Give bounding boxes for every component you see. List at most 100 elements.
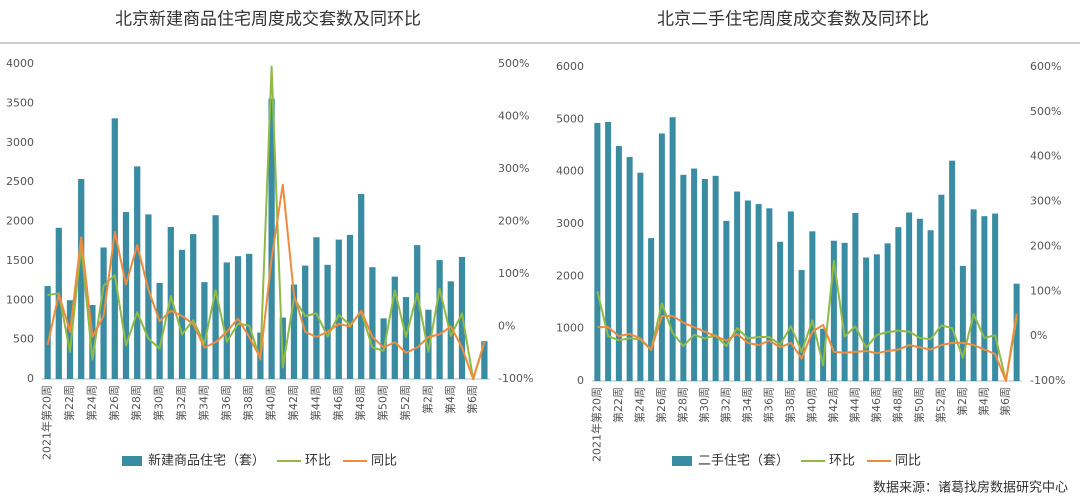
bar	[246, 253, 253, 379]
bar	[884, 243, 891, 381]
bar	[212, 215, 219, 379]
bar	[223, 262, 230, 379]
bar	[830, 240, 837, 381]
y2-tick-label: 300%	[1030, 195, 1061, 208]
bar	[949, 160, 956, 381]
bar	[55, 227, 62, 379]
bar	[66, 300, 74, 379]
bar	[723, 220, 730, 381]
bar	[787, 211, 794, 381]
bar	[302, 265, 309, 379]
y-tick-label: 500	[13, 333, 34, 346]
bar	[313, 237, 320, 379]
chart-title: 北京新建商品住宅周度成交套数及同环比	[115, 10, 421, 30]
bar	[637, 172, 644, 381]
bar	[916, 218, 923, 381]
y2-tick-label: 0%	[498, 320, 515, 333]
source-note: 数据来源：诸葛找房数据研究中心	[873, 480, 1068, 496]
y-tick-label: 5000	[556, 112, 584, 125]
x-tick-label: 第50周	[912, 387, 926, 423]
bar	[201, 282, 208, 379]
bar	[156, 282, 163, 379]
x-tick-label: 第28周	[129, 385, 143, 421]
x-tick-label: 第38周	[783, 387, 797, 423]
x-tick-label: 第34周	[196, 385, 210, 421]
bar	[481, 341, 488, 379]
bar	[798, 270, 805, 381]
y-tick-label: 3000	[6, 136, 34, 149]
legend-label: 同比	[371, 454, 397, 469]
x-tick-label: 第46周	[869, 387, 883, 423]
x-tick-label: 第22周	[62, 385, 76, 421]
x-tick-label: 第2周	[955, 387, 969, 416]
y2-tick-label: 200%	[1030, 239, 1061, 252]
x-tick-label: 第22周	[611, 387, 625, 423]
x-tick-label: 第40周	[804, 387, 818, 423]
x-tick-label: 第36周	[219, 385, 233, 421]
x-tick-label: 第40周	[264, 385, 278, 421]
x-tick-label: 第30周	[152, 385, 166, 421]
bar	[447, 281, 454, 379]
x-tick-label: 第44周	[847, 387, 861, 423]
chart-title: 北京二手住宅周度成交套数及同环比	[657, 10, 929, 30]
x-tick-label: 第52周	[398, 385, 412, 421]
y-tick-label: 2000	[6, 215, 34, 228]
x-tick-label: 第4周	[443, 385, 457, 414]
y2-tick-label: 500%	[1030, 105, 1061, 118]
x-tick-label: 第50周	[376, 385, 390, 421]
bar	[809, 231, 816, 381]
bar	[852, 213, 859, 381]
y2-tick-label: -100%	[1030, 374, 1065, 387]
x-tick-label: 第24周	[632, 387, 646, 423]
legend-label: 环比	[829, 454, 855, 469]
bar	[691, 168, 698, 381]
bar	[895, 227, 902, 381]
bar	[873, 254, 880, 381]
bar	[346, 234, 354, 379]
line-series	[47, 65, 486, 380]
y-tick-label: 1000	[556, 322, 584, 335]
bar	[402, 297, 410, 379]
bar	[44, 286, 51, 379]
line-series	[597, 313, 1018, 382]
bar	[369, 267, 376, 379]
y-tick-label: 1500	[6, 254, 34, 267]
bar	[927, 230, 934, 381]
y2-tick-label: 600%	[1030, 60, 1061, 73]
bar	[234, 256, 242, 379]
bar	[335, 239, 342, 379]
y-tick-label: 2000	[556, 269, 584, 282]
bar	[734, 191, 741, 381]
bar	[626, 157, 633, 381]
bar	[981, 216, 988, 381]
bar	[992, 213, 999, 381]
x-tick-label: 第52周	[933, 387, 947, 423]
bar	[712, 175, 719, 381]
legend-label: 新建商品住宅（套）	[148, 453, 265, 469]
y-tick-label: 6000	[556, 60, 584, 73]
bar	[1013, 283, 1020, 381]
x-tick-label: 第32周	[718, 387, 732, 423]
y2-tick-label: 0%	[1030, 329, 1047, 342]
bar	[701, 178, 708, 381]
x-tick-label: 第46周	[331, 385, 345, 421]
bar	[290, 284, 298, 379]
bar	[145, 214, 152, 379]
x-tick-label: 第24周	[84, 385, 98, 421]
bar	[78, 178, 85, 379]
bar	[436, 260, 443, 379]
bar	[414, 245, 421, 379]
bar	[766, 208, 773, 381]
bar	[615, 146, 622, 381]
x-tick-label: 第42周	[286, 385, 300, 421]
bar	[755, 204, 762, 381]
x-tick-label: 第30周	[697, 387, 711, 423]
bar	[863, 257, 870, 381]
y2-tick-label: -100%	[498, 372, 533, 385]
bar	[111, 118, 118, 380]
bar	[391, 276, 398, 379]
line-series	[596, 259, 1018, 382]
y2-tick-label: 500%	[498, 57, 529, 70]
bar	[190, 234, 197, 379]
x-tick-label: 第26周	[107, 385, 121, 421]
